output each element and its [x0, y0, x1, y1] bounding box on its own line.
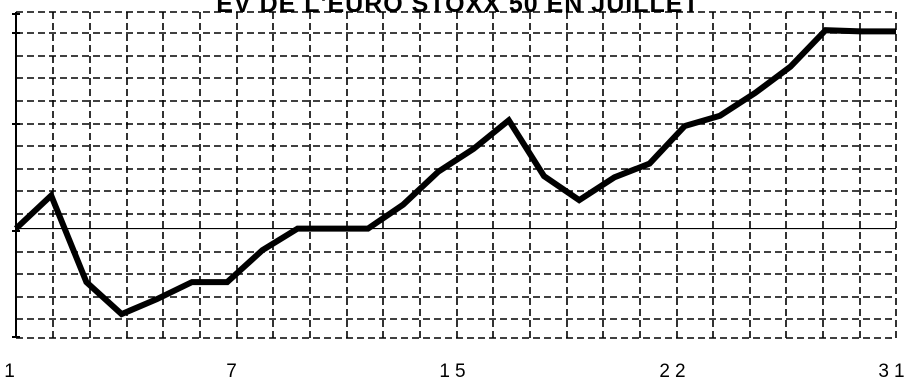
data-point	[224, 279, 230, 285]
data-point	[259, 247, 265, 253]
data-point	[189, 279, 195, 285]
data-point	[506, 117, 512, 123]
grid	[16, 11, 897, 339]
data-point	[48, 193, 54, 199]
data-point	[823, 27, 829, 33]
data-point	[154, 296, 160, 302]
series-line	[13, 27, 896, 318]
x-tick-label: 1	[4, 361, 20, 382]
x-tick-label: 15	[439, 361, 470, 382]
data-point	[611, 174, 617, 180]
data-point	[752, 90, 758, 96]
data-point	[400, 202, 406, 208]
data-point	[365, 226, 371, 232]
data-point	[717, 113, 723, 119]
data-point	[893, 28, 899, 34]
x-tick-label: 7	[226, 361, 242, 382]
data-point	[295, 226, 301, 232]
data-point	[471, 146, 477, 152]
data-point	[541, 173, 547, 179]
x-axis-tick-labels: 1 7 15 22 31	[4, 361, 909, 382]
data-point	[13, 226, 19, 232]
data-point	[858, 28, 864, 34]
data-point	[435, 169, 441, 175]
chart-title: EV DE L'EURO STOXX 50 EN JUILLET	[216, 0, 699, 18]
data-point	[119, 311, 125, 317]
data-point	[787, 64, 793, 70]
x-tick-label: 31	[878, 361, 909, 382]
data-point	[330, 226, 336, 232]
data-point	[83, 279, 89, 285]
x-tick-label: 22	[659, 361, 690, 382]
y-axis-ticks	[12, 13, 20, 338]
data-point	[647, 161, 653, 167]
data-point	[682, 123, 688, 129]
data-point	[576, 197, 582, 203]
